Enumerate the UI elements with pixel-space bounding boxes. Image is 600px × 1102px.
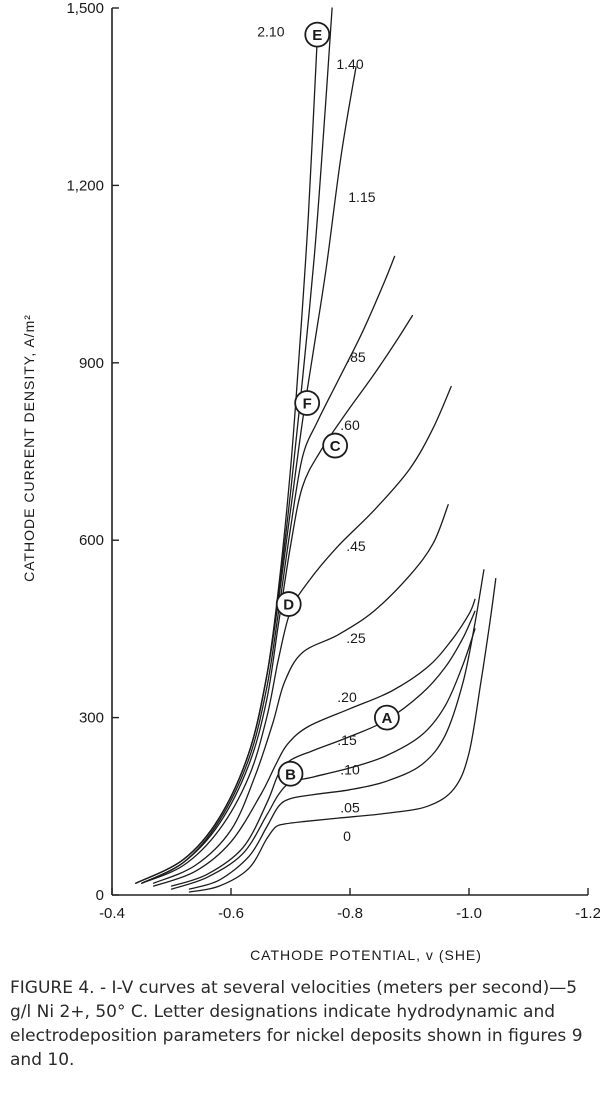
x-tick-label: -1.2 bbox=[575, 905, 600, 922]
figure-caption-text: I-V curves at several velocities (meters… bbox=[10, 978, 583, 1070]
curve-series bbox=[188, 577, 497, 893]
x-tick-label: -1.0 bbox=[456, 905, 482, 922]
curve-series bbox=[135, 7, 333, 884]
letter-marker: C bbox=[322, 432, 349, 459]
x-axis-title: CATHODE POTENTIAL, v (SHE) bbox=[250, 947, 482, 963]
marker-letter: E bbox=[312, 27, 322, 44]
figure-caption: FIGURE 4. - I-V curves at several veloci… bbox=[10, 976, 595, 1072]
x-tick-label: -0.4 bbox=[99, 905, 125, 922]
marker-circle bbox=[275, 591, 302, 617]
series-label: .25 bbox=[346, 630, 366, 646]
x-tick-label: -0.6 bbox=[218, 905, 244, 922]
letter-marker: F bbox=[294, 390, 321, 416]
y-tick-label: 600 bbox=[79, 532, 104, 549]
series-label: .10 bbox=[340, 762, 360, 778]
iv-curve-chart: 0 300 600 900 1,200 1,500 -0.4 -0.6 -0.8 -1.0 -1.2… bbox=[21, 0, 600, 963]
letter-marker: B bbox=[277, 760, 304, 787]
marker-letter: C bbox=[330, 438, 341, 455]
marker-circle bbox=[322, 432, 349, 459]
letter-marker: A bbox=[373, 704, 400, 731]
letter-marker: D bbox=[275, 591, 302, 617]
curve-series bbox=[170, 628, 476, 890]
y-tick-label: 900 bbox=[79, 355, 104, 372]
curve-series bbox=[152, 504, 449, 884]
series-label: 0 bbox=[343, 828, 351, 844]
y-tick-label: 0 bbox=[96, 887, 104, 904]
marker-circle bbox=[294, 390, 321, 416]
curve-series bbox=[135, 36, 318, 884]
marker-letter: D bbox=[283, 597, 294, 614]
marker-letter: B bbox=[285, 766, 296, 783]
curve-labels: 0 .05 .10 .15 .20 .25 .45 .60 .85 1.15 1.40 2.10 bbox=[257, 24, 375, 844]
y-axis-title: CATHODE CURRENT DENSITY, A/m² bbox=[21, 314, 37, 582]
y-tick-label: 1,500 bbox=[66, 0, 104, 17]
curves bbox=[135, 7, 497, 893]
series-label: .05 bbox=[340, 799, 360, 815]
series-label: .20 bbox=[337, 689, 357, 705]
curve-series bbox=[141, 255, 396, 884]
marker-letter: F bbox=[303, 396, 312, 413]
series-label: .60 bbox=[340, 417, 360, 433]
curve-series bbox=[170, 610, 476, 887]
axes: 0 300 600 900 1,200 1,500 -0.4 -0.6 -0.8 -1.0 -1.2 bbox=[66, 0, 600, 922]
curve-series bbox=[188, 569, 485, 890]
marker-circle bbox=[277, 760, 304, 787]
y-tick-label: 300 bbox=[79, 710, 104, 727]
figure-label: FIGURE 4. - bbox=[10, 978, 107, 998]
letter-marker: E bbox=[304, 21, 331, 48]
series-label: .45 bbox=[346, 538, 366, 554]
series-label: 1.15 bbox=[348, 189, 375, 205]
marker-letter: A bbox=[381, 710, 392, 727]
series-label: 1.40 bbox=[336, 56, 363, 72]
series-label: .15 bbox=[337, 732, 357, 748]
letter-markers: E F C D A B bbox=[275, 21, 400, 787]
series-label: .85 bbox=[346, 349, 366, 365]
series-label: 2.10 bbox=[257, 24, 284, 40]
curve-series bbox=[152, 598, 476, 887]
marker-circle bbox=[373, 704, 400, 731]
marker-circle bbox=[304, 21, 331, 48]
y-tick-label: 1,200 bbox=[66, 177, 104, 194]
curve-series bbox=[141, 314, 414, 884]
x-tick-label: -0.8 bbox=[337, 905, 363, 922]
